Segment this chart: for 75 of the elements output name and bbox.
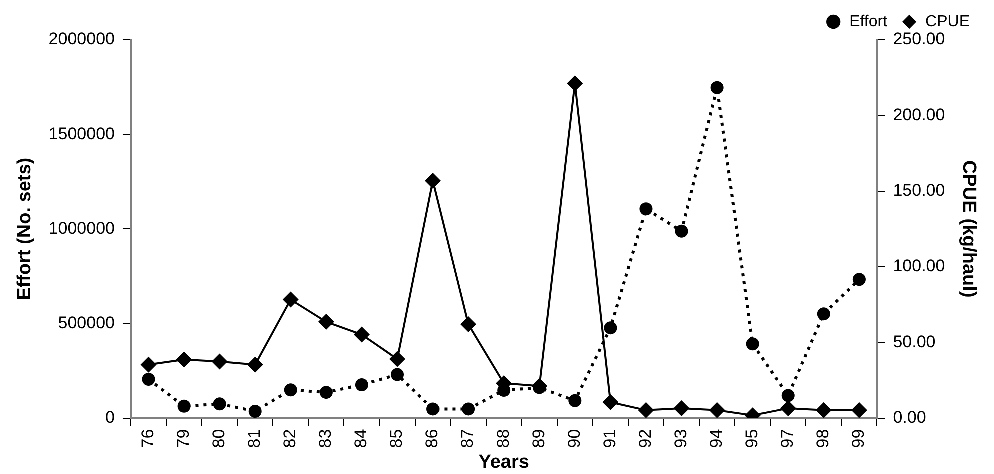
point xyxy=(462,402,476,416)
y-tick-label: 500000 xyxy=(58,313,115,332)
point xyxy=(213,398,226,411)
point xyxy=(746,338,760,351)
x-tick-label: 90 xyxy=(564,429,584,448)
point xyxy=(816,402,832,418)
x-tick-label: 86 xyxy=(422,429,442,448)
x-tick-label: 88 xyxy=(494,429,513,448)
point xyxy=(389,351,406,368)
x-tick-label: 85 xyxy=(387,429,406,448)
y2-tick-label: 50.00 xyxy=(893,332,936,352)
y2-tick-label: 250.00 xyxy=(893,30,946,49)
x-axis-title: Years xyxy=(478,452,530,473)
point xyxy=(355,378,368,392)
y2-tick-label: 150.00 xyxy=(893,181,946,200)
point xyxy=(817,308,830,321)
point xyxy=(568,394,582,408)
x-tick-label: 92 xyxy=(636,429,655,448)
point xyxy=(142,373,156,386)
x-tick-label: 93 xyxy=(671,429,690,448)
x-tick-label: 87 xyxy=(458,429,478,448)
point xyxy=(710,81,724,94)
point xyxy=(176,352,192,368)
x-tick-label: 97 xyxy=(778,429,798,448)
point xyxy=(425,173,442,190)
point xyxy=(638,402,654,418)
point xyxy=(390,368,404,382)
point xyxy=(140,356,157,373)
point xyxy=(248,404,262,418)
point xyxy=(533,381,546,394)
point xyxy=(426,402,440,416)
y-tick-label: 0 xyxy=(106,408,115,427)
y-axis-title: Effort (No. sets) xyxy=(14,158,36,300)
x-tick-label: 89 xyxy=(529,429,548,448)
x-tick-label: 98 xyxy=(814,429,833,448)
point xyxy=(851,402,868,418)
point xyxy=(178,400,191,413)
point xyxy=(354,326,370,343)
point xyxy=(212,354,228,370)
point xyxy=(604,322,618,335)
point xyxy=(284,384,298,397)
point xyxy=(602,394,619,410)
x-tick-label: 84 xyxy=(352,429,371,448)
point xyxy=(640,202,653,216)
x-tick-label: 80 xyxy=(210,429,229,448)
y-tick-label: 1500000 xyxy=(48,124,115,144)
point xyxy=(675,224,688,238)
x-tick-label: 79 xyxy=(174,429,193,448)
point xyxy=(247,356,264,373)
legend-label: CPUE xyxy=(926,13,970,30)
y2-tick-label: 200.00 xyxy=(893,105,946,124)
point xyxy=(782,389,795,402)
x-tick-label: 81 xyxy=(245,429,264,448)
y2-tick-label: 100.00 xyxy=(893,256,946,276)
y2-axis-title: CPUE (kg/haul) xyxy=(958,160,980,298)
point xyxy=(709,402,726,418)
x-tick-label: 91 xyxy=(600,429,620,448)
x-tick-label: 94 xyxy=(706,429,726,448)
y-tick-label: 1000000 xyxy=(48,218,115,238)
point xyxy=(318,314,334,330)
point xyxy=(320,386,333,400)
point xyxy=(852,273,866,286)
x-tick-label: 95 xyxy=(742,429,762,448)
x-tick-label: 76 xyxy=(138,429,158,448)
y-tick-label: 2000000 xyxy=(48,30,115,49)
point xyxy=(282,292,299,308)
x-tick-label: 82 xyxy=(280,429,300,448)
y2-tick-label: 0.00 xyxy=(893,408,926,427)
legend-label: Effort xyxy=(850,13,888,30)
x-tick-label: 99 xyxy=(849,429,868,448)
x-tick-label: 83 xyxy=(316,429,336,448)
point xyxy=(567,76,584,92)
point xyxy=(780,400,796,416)
point xyxy=(674,400,690,416)
point xyxy=(460,316,477,332)
